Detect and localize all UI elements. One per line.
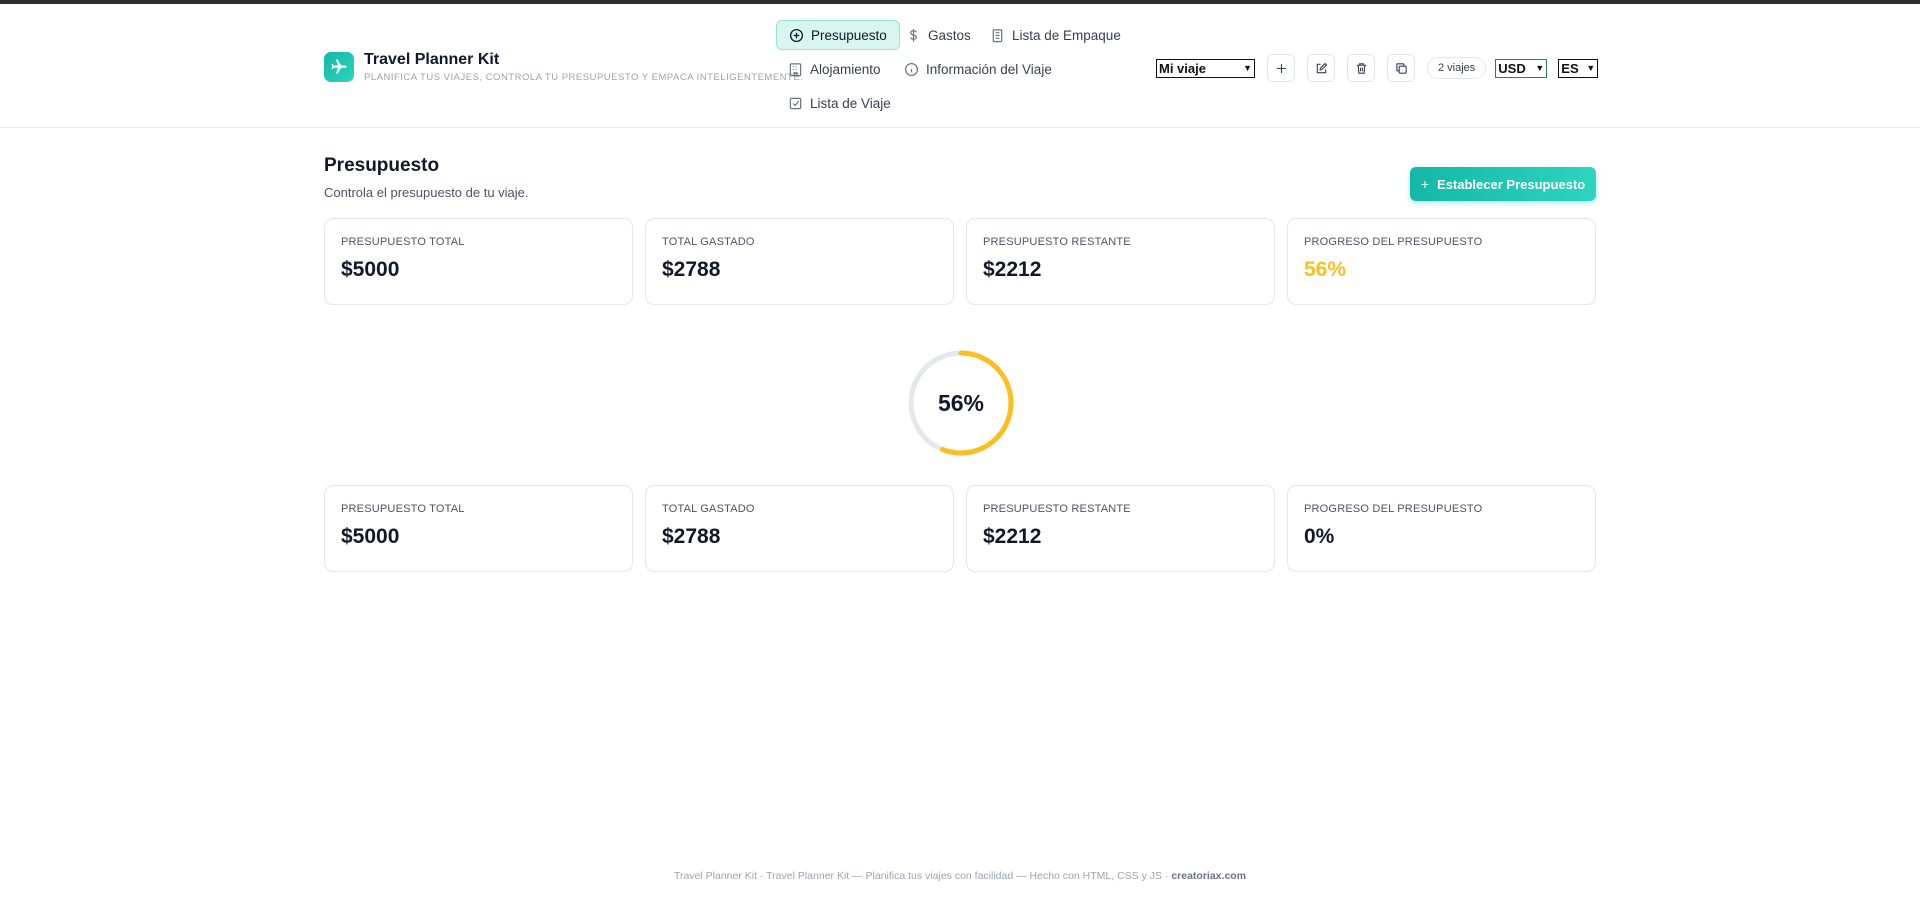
page-description: Controla el presupuesto de tu viaje. xyxy=(324,185,529,200)
edit-icon xyxy=(1316,62,1327,73)
brand-subtitle: PLANIFICA TUS VIAJES, CONTROLA TU PRESUP… xyxy=(364,72,804,83)
stat-value: $5000 xyxy=(341,525,400,548)
stat-label: PRESUPUESTO TOTAL xyxy=(341,236,465,248)
currency-select[interactable]: USD ▼ xyxy=(1495,58,1548,78)
app-footer: Travel Planner Kit · Travel Planner Kit … xyxy=(0,870,1920,882)
stat-value: $2788 xyxy=(662,258,721,281)
edit-trip-button[interactable] xyxy=(1307,54,1335,82)
header-controls: Mi viaje ▼ 2 viajes USD ▼ ES ▼ xyxy=(1156,54,1599,82)
stat-label: PROGRESO DEL PRESUPUESTO xyxy=(1304,236,1483,248)
currency-select-value: USD xyxy=(1498,60,1526,76)
plane-logo-icon xyxy=(324,52,354,82)
duplicate-trip-button[interactable] xyxy=(1387,54,1415,82)
plus-icon: + xyxy=(1420,176,1430,192)
stat-card-budget-progress: PROGRESO DEL PRESUPUESTO 56% xyxy=(1287,218,1596,305)
language-select-value: ES xyxy=(1561,60,1579,76)
stat-label: TOTAL GASTADO xyxy=(662,503,755,515)
stats-row-top: PRESUPUESTO TOTAL $5000 TOTAL GASTADO $2… xyxy=(324,218,1596,305)
stat-card-total-budget: PRESUPUESTO TOTAL $5000 xyxy=(324,485,633,572)
nav-tab-presupuesto[interactable]: Presupuesto xyxy=(776,20,900,50)
add-trip-button[interactable] xyxy=(1267,54,1295,82)
nav-tab-gastos[interactable]: Gastos xyxy=(894,20,983,50)
stat-card-total-spent: TOTAL GASTADO $2788 xyxy=(645,485,954,572)
page-title: Presupuesto xyxy=(324,155,440,176)
chevron-down-icon: ▼ xyxy=(1535,63,1545,73)
budget-progress-ring: 56% xyxy=(906,348,1016,458)
set-budget-button[interactable]: + Establecer Presupuesto xyxy=(1410,167,1596,201)
nav-tab-label: Lista de Viaje xyxy=(810,95,891,111)
brand[interactable]: Travel Planner Kit PLANIFICA TUS VIAJES,… xyxy=(324,51,803,83)
stat-card-total-spent: TOTAL GASTADO $2788 xyxy=(645,218,954,305)
info-icon xyxy=(904,62,919,77)
trip-select-value: Mi viaje xyxy=(1159,60,1206,76)
footer-text: Travel Planner Kit · Travel Planner Kit … xyxy=(673,870,1172,882)
stat-value: 56% xyxy=(1304,258,1347,281)
nav-tab-label: Gastos xyxy=(928,27,971,43)
stat-value: $2788 xyxy=(662,525,721,548)
window-top-border xyxy=(0,0,1920,4)
trash-icon xyxy=(1356,62,1366,74)
stat-label: PRESUPUESTO TOTAL xyxy=(341,503,465,515)
nav-tab-label: Lista de Empaque xyxy=(1012,27,1121,43)
clipboard-icon xyxy=(990,28,1005,43)
stat-value: $2212 xyxy=(983,258,1042,281)
trip-select[interactable]: Mi viaje ▼ xyxy=(1156,58,1255,78)
chevron-down-icon: ▼ xyxy=(1243,63,1252,73)
chevron-down-icon: ▼ xyxy=(1586,63,1596,73)
nav-tab-informacion[interactable]: Información del Viaje xyxy=(892,54,1064,84)
delete-trip-button[interactable] xyxy=(1347,54,1375,82)
ring-fill xyxy=(908,350,1014,456)
app-header: Travel Planner Kit PLANIFICA TUS VIAJES,… xyxy=(0,4,1920,128)
plus-icon xyxy=(1276,63,1286,73)
nav-tab-lista-empaque[interactable]: Lista de Empaque xyxy=(978,20,1133,50)
checkbox-icon xyxy=(788,96,803,111)
nav-tab-lista-viaje[interactable]: Lista de Viaje xyxy=(776,88,903,118)
stat-card-remaining-budget: PRESUPUESTO RESTANTE $2212 xyxy=(966,218,1275,305)
nav-tab-alojamiento[interactable]: Alojamiento xyxy=(776,54,893,84)
footer-link[interactable]: creatoriax.com xyxy=(1171,870,1247,882)
nav-tab-label: Alojamiento xyxy=(810,61,881,77)
stat-card-total-budget: PRESUPUESTO TOTAL $5000 xyxy=(324,218,633,305)
language-select[interactable]: ES ▼ xyxy=(1558,58,1599,78)
set-budget-label: Establecer Presupuesto xyxy=(1437,176,1586,192)
stat-value: $2212 xyxy=(983,525,1042,548)
hotel-icon xyxy=(788,62,803,77)
stat-value: $5000 xyxy=(341,258,400,281)
nav-tab-label: Información del Viaje xyxy=(926,61,1052,77)
stat-label: PRESUPUESTO RESTANTE xyxy=(983,236,1131,248)
brand-title: Travel Planner Kit xyxy=(364,51,500,68)
copy-icon xyxy=(1395,62,1407,74)
trips-count-badge: 2 viajes xyxy=(1427,57,1487,79)
stat-value: 0% xyxy=(1304,525,1335,548)
dollar-icon xyxy=(906,28,921,43)
stat-label: TOTAL GASTADO xyxy=(662,236,755,248)
stat-label: PROGRESO DEL PRESUPUESTO xyxy=(1304,503,1483,515)
stats-row-bottom: PRESUPUESTO TOTAL $5000 TOTAL GASTADO $2… xyxy=(324,485,1596,572)
stat-card-budget-progress: PROGRESO DEL PRESUPUESTO 0% xyxy=(1287,485,1596,572)
stat-label: PRESUPUESTO RESTANTE xyxy=(983,503,1131,515)
ring-percent-label: 56% xyxy=(937,389,985,416)
plus-circle-icon xyxy=(789,28,804,43)
stat-card-remaining-budget: PRESUPUESTO RESTANTE $2212 xyxy=(966,485,1275,572)
nav-tab-label: Presupuesto xyxy=(811,27,887,43)
